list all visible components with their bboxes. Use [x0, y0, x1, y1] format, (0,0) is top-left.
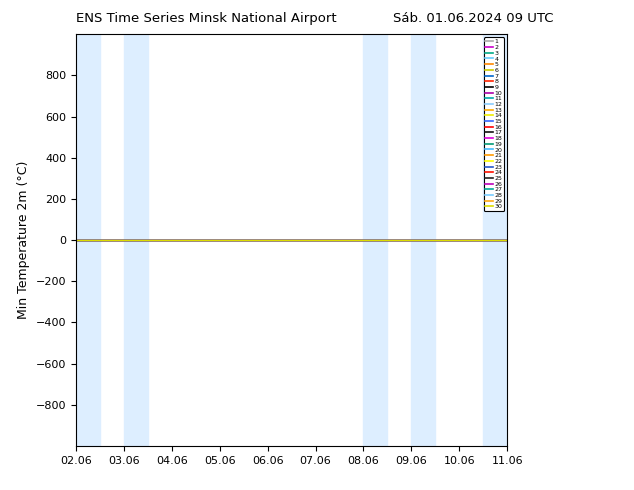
Text: Sáb. 01.06.2024 09 UTC: Sáb. 01.06.2024 09 UTC: [393, 12, 553, 25]
Text: ENS Time Series Minsk National Airport: ENS Time Series Minsk National Airport: [76, 12, 337, 25]
Legend: 1, 2, 3, 4, 5, 6, 7, 8, 9, 10, 11, 12, 13, 14, 15, 16, 17, 18, 19, 20, 21, 22, 2: 1, 2, 3, 4, 5, 6, 7, 8, 9, 10, 11, 12, 1…: [484, 37, 504, 211]
Bar: [363, 34, 387, 446]
Bar: [483, 34, 507, 446]
Bar: [124, 34, 148, 446]
Bar: [76, 34, 100, 446]
Y-axis label: Min Temperature 2m (°C): Min Temperature 2m (°C): [17, 161, 30, 319]
Bar: [411, 34, 436, 446]
